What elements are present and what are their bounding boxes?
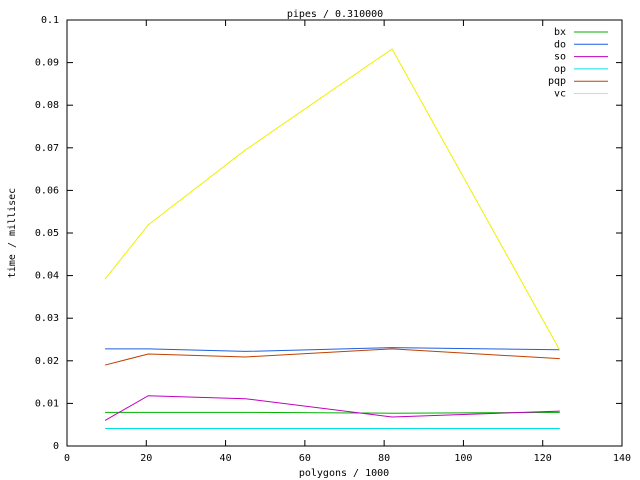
y-tick-label: 0.02 (35, 356, 59, 367)
y-tick-label: 0.04 (35, 271, 59, 282)
x-tick-label: 140 (613, 453, 631, 464)
series-line (105, 411, 560, 414)
x-tick-label: 80 (378, 453, 390, 464)
legend-label: op (554, 64, 566, 75)
series-line (104, 395, 560, 421)
legend-label: so (554, 52, 566, 63)
y-tick-label: 0.03 (35, 313, 59, 324)
x-tick-label: 40 (220, 453, 232, 464)
legend-label: vc (554, 89, 566, 100)
y-tick-label: 0.06 (35, 185, 59, 196)
x-axis-label: polygons / 1000 (299, 468, 389, 479)
x-tick-label: 0 (64, 453, 70, 464)
x-tick-label: 20 (140, 453, 152, 464)
y-tick-label: 0.08 (35, 100, 59, 111)
y-tick-label: 0.07 (35, 143, 59, 154)
x-tick-label: 60 (299, 453, 311, 464)
legend-label: bx (554, 27, 566, 38)
x-tick-label: 100 (454, 453, 472, 464)
y-tick-label: 0.09 (35, 58, 59, 69)
series-line (104, 348, 560, 366)
legend-label: pqp (548, 76, 566, 87)
plot-border (66, 19, 623, 447)
legend-label: do (554, 39, 566, 50)
x-tick-label: 120 (534, 453, 552, 464)
chart-title: pipes / 0.310000 (287, 9, 383, 20)
y-tick-label: 0.1 (41, 15, 59, 26)
y-tick-label: 0.05 (35, 228, 59, 239)
y-axis-label: time / millisec (7, 188, 18, 278)
y-tick-label: 0.01 (35, 398, 59, 409)
series-line (104, 48, 561, 351)
y-tick-label: 0 (53, 441, 59, 452)
series-line (105, 347, 560, 352)
